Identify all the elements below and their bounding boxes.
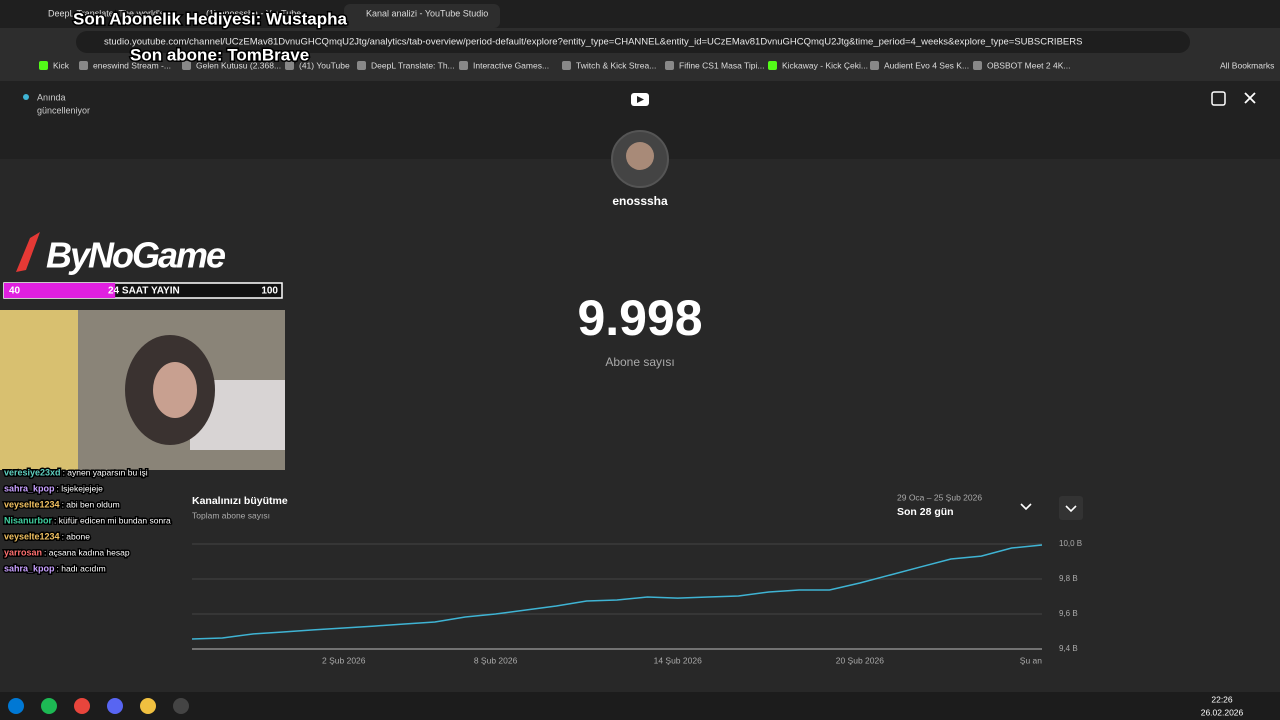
y-tick-label: 9,6 B (1059, 609, 1078, 618)
chat-user: sahra_kpop (4, 483, 55, 493)
chat-message: : lsjekejejeje (57, 483, 104, 493)
url[interactable]: studio.youtube.com/channel/UCzEMav81Dvnu… (104, 37, 1082, 48)
tab-title[interactable]: DeepL Translate: The world's (48, 8, 165, 18)
clock-date: 26.02.2026 (1201, 707, 1244, 717)
bookmark[interactable]: Kick (53, 60, 70, 70)
chat-user: Nisanurbor (4, 515, 53, 525)
bookmark[interactable]: (41) YouTube (299, 60, 350, 70)
x-tick-label: 8 Şub 2026 (474, 655, 518, 665)
bookmark-icon (562, 61, 571, 70)
feedback-button[interactable] (1211, 91, 1226, 106)
bookmark-icon (459, 61, 468, 70)
x-tick-label: 20 Şub 2026 (836, 655, 884, 665)
live-dot (23, 94, 29, 100)
taskbar-app[interactable] (74, 698, 90, 714)
chat-message: : hadı acıdım (57, 563, 106, 573)
tab-strip (0, 0, 1280, 28)
bookmark-icon (870, 61, 879, 70)
chart-title: Kanalınızı büyütme (192, 495, 288, 507)
avatar-face (626, 142, 654, 170)
gift-alert: Son Abonelik Hediyesi: Wustapha (73, 9, 347, 28)
bookmark[interactable]: Audient Evo 4 Ses K... (884, 60, 969, 70)
logo: ByNoGame (46, 235, 226, 276)
line-series (191, 544, 1043, 640)
bookmark[interactable]: Fifine CS1 Masa Tipi... (679, 60, 765, 70)
address-bar[interactable] (76, 31, 1190, 53)
active-tab[interactable] (344, 4, 500, 28)
period[interactable]: Son 28 gün (897, 506, 954, 518)
x-tick-label: 2 Şub 2026 (322, 655, 366, 665)
taskbar-app[interactable] (8, 698, 24, 714)
chat-message: : aynen yaparsın bu işi (63, 467, 148, 477)
bookmark-icon (39, 61, 48, 70)
taskbar-app[interactable] (173, 698, 189, 714)
bookmark-icon (665, 61, 674, 70)
y-tick-label: 9,4 B (1059, 644, 1078, 653)
bookmark[interactable]: DeepL Translate: Th... (371, 60, 455, 70)
progress-max: 100 (261, 286, 278, 297)
taskbar-app[interactable] (41, 698, 57, 714)
chart-subtitle: Toplam abone sayısı (192, 510, 270, 520)
subscriber-count: 9.998 (577, 290, 702, 346)
chat-message: : küfür edicen mi bundan sonra (54, 515, 171, 525)
channel-name: enosssha (612, 194, 668, 208)
x-tick-label: Şu an (1020, 655, 1042, 665)
chat-user: yarrosan (4, 547, 42, 557)
bookmark[interactable]: OBSBOT Meet 2 4K... (987, 60, 1070, 70)
bookmark[interactable]: Gelen Kutusu (2.368... (196, 60, 281, 70)
chat-message: : açsana kadına hesap (44, 547, 130, 557)
period-dropdown[interactable] (1020, 503, 1032, 511)
chat-message: : abone (62, 531, 91, 541)
logo-mark (16, 232, 40, 272)
bookmark[interactable]: Interactive Games... (473, 60, 549, 70)
bookmark[interactable]: Twitch & Kick Strea... (576, 60, 656, 70)
chat-user: veyselte1234 (4, 531, 60, 541)
taskbar-app[interactable] (140, 698, 156, 714)
bookmark[interactable]: eneswind Stream -... (93, 60, 171, 70)
chat-message: : abi ben oldum (62, 499, 120, 509)
close-button[interactable] (1244, 92, 1256, 104)
date-range: 29 Oca – 25 Şub 2026 (897, 492, 982, 502)
bookmark-icon (182, 61, 191, 70)
subscriber-label: Abone sayısı (605, 355, 674, 369)
y-tick-label: 10,0 B (1059, 539, 1082, 548)
bookmark-icon (768, 61, 777, 70)
taskbar-app[interactable] (107, 698, 123, 714)
tab-title[interactable]: Kanal analizi - YouTube Studio (366, 8, 488, 18)
youtube-play (637, 96, 644, 103)
live-label-2: güncelleniyor (37, 105, 90, 115)
bookmark[interactable]: Kickaway - Kick Çeki... (782, 60, 868, 70)
chat-user: sahra_kpop (4, 563, 55, 573)
bookmark-icon (973, 61, 982, 70)
clock-time: 22:26 (1211, 694, 1233, 704)
chat-user: veyselte1234 (4, 499, 60, 509)
last-sub: Son abone: TomBrave (130, 45, 309, 64)
webcam-face (153, 362, 197, 418)
bookmark-icon (285, 61, 294, 70)
y-tick-label: 9,8 B (1059, 574, 1078, 583)
webcam-shelf (0, 310, 78, 470)
progress-value: 40 (9, 286, 21, 297)
tab-title[interactable]: (1) enosssha - YouTube (206, 8, 301, 18)
live-label: Anında (37, 92, 66, 102)
x-tick-label: 14 Şub 2026 (654, 655, 702, 665)
taskbar (0, 692, 1280, 720)
expand-button[interactable] (1059, 496, 1083, 520)
all-bookmarks[interactable]: All Bookmarks (1220, 60, 1274, 70)
progress-fill (4, 283, 116, 298)
bookmark-icon (357, 61, 366, 70)
expand-icon (1065, 505, 1077, 513)
bookmark-icon (79, 61, 88, 70)
chat-user: veresiye23xd (4, 467, 61, 477)
progress-label: 24 SAAT YAYIN (108, 286, 180, 297)
